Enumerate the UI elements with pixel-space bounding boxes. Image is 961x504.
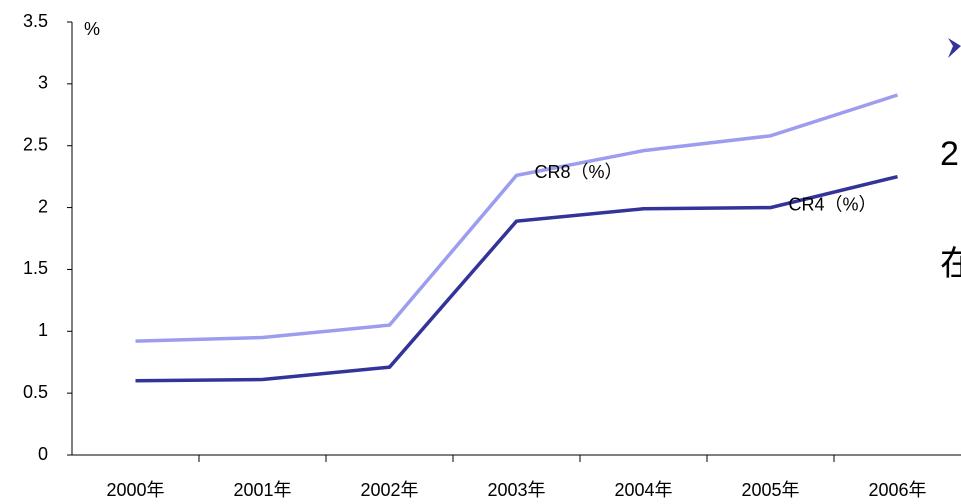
x-tick-label: 2001年	[233, 480, 291, 500]
series-label: CR8（%）	[535, 162, 623, 182]
y-tick-label: 1.5	[23, 258, 48, 278]
y-tick-label: 0	[38, 444, 48, 464]
y-axis-label: %	[84, 19, 100, 39]
side-text: 2	[940, 135, 959, 173]
x-tick-label: 2003年	[487, 480, 545, 500]
y-tick-label: 0.5	[23, 382, 48, 402]
series-line	[135, 93, 899, 343]
y-tick-label: 3.5	[23, 11, 48, 31]
x-tick-label: 2004年	[614, 480, 672, 500]
x-tick-label: 2005年	[741, 480, 799, 500]
series-line	[135, 174, 898, 383]
y-tick-label: 1	[38, 320, 48, 340]
y-tick-label: 2	[38, 196, 48, 216]
x-tick-label: 2000年	[106, 480, 164, 500]
series-label: CR4（%）	[789, 194, 877, 214]
side-text: 在	[940, 245, 961, 283]
x-tick-label: 2002年	[360, 480, 418, 500]
x-tick-label: 2006年	[868, 480, 926, 500]
y-tick-label: 2.5	[23, 134, 48, 154]
y-tick-label: 3	[38, 73, 48, 93]
bullet-icon	[948, 38, 961, 58]
